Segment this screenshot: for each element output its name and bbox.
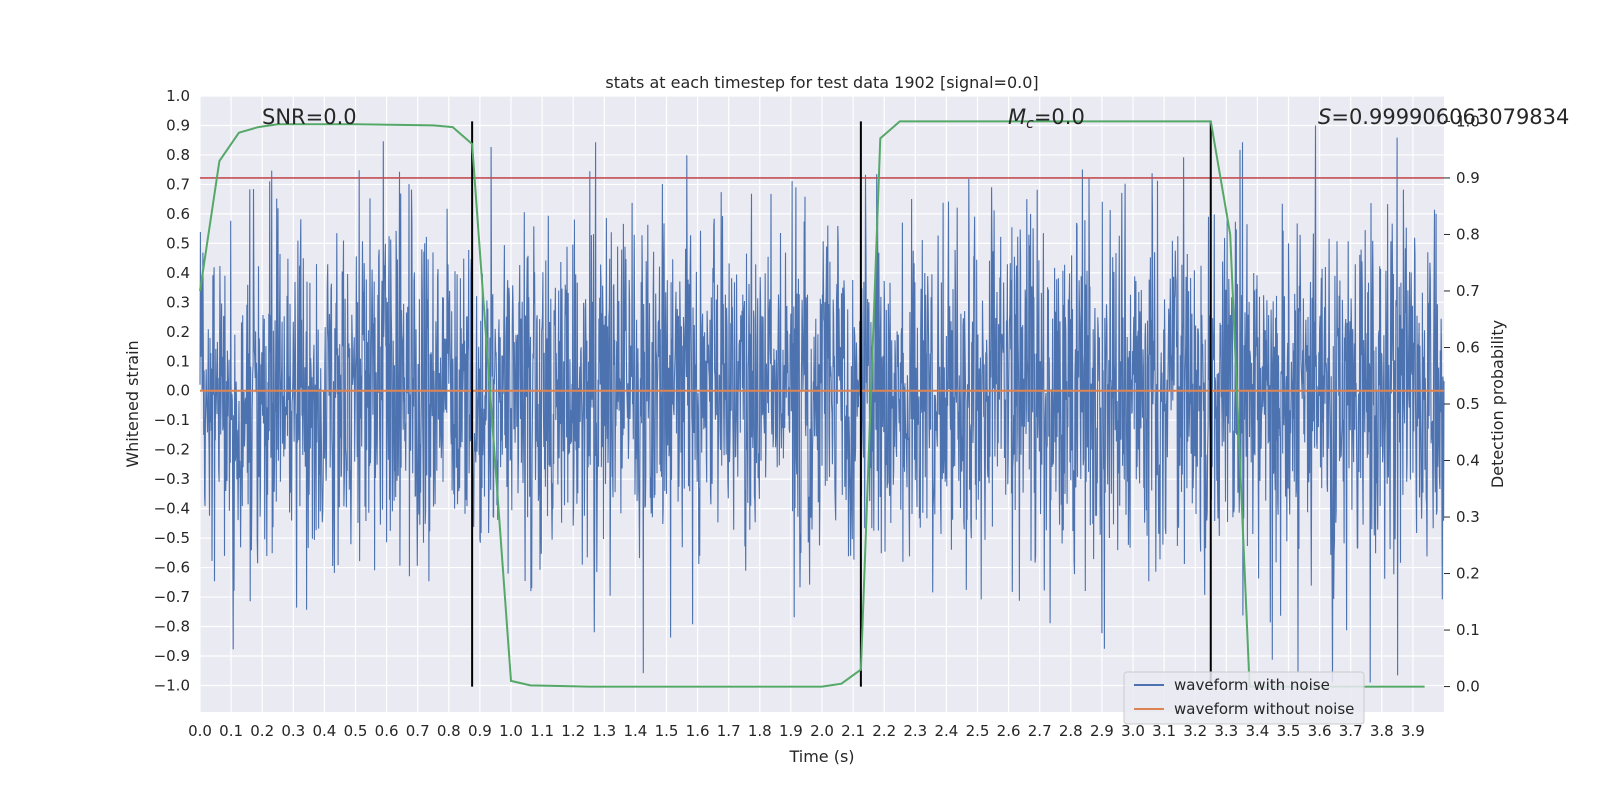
- y-tick-label: −1.0: [154, 676, 190, 694]
- y-tick-label: −0.8: [154, 618, 190, 636]
- x-tick-label: 1.4: [623, 722, 647, 740]
- y-tick-label: 1.0: [166, 87, 190, 105]
- y-tick-label: −0.6: [154, 559, 190, 577]
- y-tick-label: −0.4: [154, 500, 190, 518]
- x-tick-label: 3.0: [1121, 722, 1145, 740]
- x-axis-label: Time (s): [788, 747, 854, 766]
- x-tick-label: 1.2: [561, 722, 585, 740]
- x-tick-label: 2.2: [872, 722, 896, 740]
- legend-box: [1123, 671, 1365, 725]
- ticks: 0.0 0.1 0.2 0.3 0.4 0.5 0.6 0.7 0.8 0.9 1.0 1.1 1.2 1…: [154, 87, 1480, 740]
- s-value: =0.999906063079834: [1331, 105, 1569, 129]
- x-tick-label: 0.4: [312, 722, 336, 740]
- x-tick-label: 0.5: [344, 722, 368, 740]
- y-tick-label: 0.8: [166, 146, 190, 164]
- y-tick-label: 0.5: [166, 234, 190, 252]
- x-tick-label: 3.5: [1277, 722, 1301, 740]
- x-tick-label: 3.1: [1152, 722, 1176, 740]
- x-tick-label: 0.7: [406, 722, 430, 740]
- y-tick-label: 0.3: [166, 293, 190, 311]
- y2-tick-label: 0.9: [1456, 169, 1480, 187]
- y-tick-label: 0.7: [166, 175, 190, 193]
- y2-tick-label: 0.6: [1456, 338, 1480, 356]
- noise-series: [199, 125, 1445, 683]
- y2-tick-label: 0.1: [1456, 621, 1480, 639]
- x-tick-label: 0.0: [188, 722, 212, 740]
- mc-symbol: M: [1008, 105, 1026, 129]
- mc-value: =0.0: [1034, 105, 1085, 129]
- series-layer: [199, 120, 1444, 688]
- x-tick-label: 1.1: [530, 722, 554, 740]
- y-tick-label: 0.1: [166, 352, 190, 370]
- x-tick-label: 1.5: [655, 722, 679, 740]
- x-tick-label: 3.4: [1245, 722, 1269, 740]
- y2-tick-label: 0.7: [1456, 282, 1480, 300]
- y-tick-label: −0.9: [154, 647, 190, 665]
- y-tick-label: 0.2: [166, 323, 190, 341]
- y2-tick-label: 0.3: [1456, 508, 1480, 526]
- x-tick-label: 0.8: [437, 722, 461, 740]
- x-tick-label: 1.3: [592, 722, 616, 740]
- y-tick-label: −0.3: [154, 470, 190, 488]
- y-tick-label: 0.9: [166, 116, 190, 134]
- y2-tick-label: 0.4: [1456, 452, 1480, 470]
- x-tick-label: 1.7: [717, 722, 741, 740]
- x-tick-label: 2.6: [997, 722, 1021, 740]
- x-tick-label: 0.2: [250, 722, 274, 740]
- x-tick-label: 3.7: [1339, 722, 1363, 740]
- x-tick-label: 3.3: [1214, 722, 1238, 740]
- y-tick-label: 0.0: [166, 382, 190, 400]
- x-tick-label: 1.9: [779, 722, 803, 740]
- x-tick-label: 0.1: [219, 722, 243, 740]
- y2-tick-label: 0.2: [1456, 565, 1480, 583]
- y2-tick-label: 0.0: [1456, 678, 1480, 696]
- x-tick-label: 0.3: [281, 722, 305, 740]
- y-tick-label: −0.1: [154, 411, 190, 429]
- x-tick-label: 3.6: [1308, 722, 1332, 740]
- x-tick-label: 2.1: [841, 722, 865, 740]
- x-tick-label: 2.9: [1090, 722, 1114, 740]
- x-tick-label: 2.0: [810, 722, 834, 740]
- x-tick-label: 2.5: [966, 722, 990, 740]
- x-tick-label: 1.6: [686, 722, 710, 740]
- chirp-mass-annotation: Mc=0.0: [1008, 105, 1085, 132]
- y2-axis-label: Detection probability: [1488, 320, 1507, 488]
- x-tick-label: 1.8: [748, 722, 772, 740]
- x-tick-label: 2.3: [903, 722, 927, 740]
- snr-annotation: SNR=0.0: [262, 105, 357, 129]
- y-tick-label: 0.4: [166, 264, 190, 282]
- y-tick-label: −0.5: [154, 529, 190, 547]
- x-tick-label: 2.8: [1059, 722, 1083, 740]
- x-tick-label: 3.2: [1183, 722, 1207, 740]
- x-tick-label: 0.6: [375, 722, 399, 740]
- legend: waveform with noise waveform without noi…: [1123, 671, 1365, 725]
- y-axis-label: Whitened strain: [123, 340, 142, 467]
- x-tick-label: 1.0: [499, 722, 523, 740]
- mc-subscript: c: [1026, 116, 1034, 132]
- y2-tick-label: 0.5: [1456, 395, 1480, 413]
- x-tick-label: 3.9: [1401, 722, 1425, 740]
- s-annotation: S=0.999906063079834: [1318, 105, 1569, 129]
- legend-label-clean: waveform without noise: [1174, 700, 1354, 718]
- s-symbol: S: [1318, 105, 1331, 129]
- y2-tick-label: 1.0: [1456, 112, 1480, 130]
- x-tick-label: 0.9: [468, 722, 492, 740]
- x-tick-label: 2.7: [1028, 722, 1052, 740]
- x-tick-label: 3.8: [1370, 722, 1394, 740]
- legend-label-noise: waveform with noise: [1174, 676, 1330, 694]
- series-detection-probability: [199, 120, 1425, 688]
- y-tick-label: −0.7: [154, 588, 190, 606]
- x-tick-label: 2.4: [934, 722, 958, 740]
- series-waveform-with-noise: [199, 125, 1445, 683]
- y2-tick-label: 0.8: [1456, 225, 1480, 243]
- y-tick-label: 0.6: [166, 205, 190, 223]
- y-tick-label: −0.2: [154, 441, 190, 459]
- chart-title: stats at each timestep for test data 190…: [605, 73, 1038, 92]
